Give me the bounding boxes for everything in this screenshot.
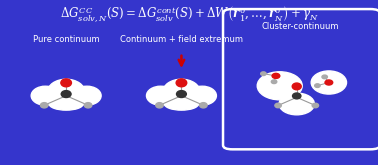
Ellipse shape [176, 79, 187, 87]
Ellipse shape [61, 91, 71, 98]
Text: Continuum + field extremum: Continuum + field extremum [120, 35, 243, 44]
Ellipse shape [257, 72, 302, 100]
Ellipse shape [188, 86, 216, 105]
Text: $\Delta G_{solv,N}^{CC}(S) = \Delta G_{solv}^{cont}(S) + \Delta W\left(\boldsymb: $\Delta G_{solv,N}^{CC}(S) = \Delta G_{s… [60, 5, 318, 24]
Ellipse shape [84, 103, 92, 108]
Ellipse shape [146, 86, 175, 105]
Ellipse shape [49, 98, 83, 110]
Ellipse shape [156, 103, 163, 108]
Ellipse shape [279, 93, 314, 115]
Text: Pure continuum: Pure continuum [33, 35, 99, 44]
Ellipse shape [293, 93, 301, 99]
Ellipse shape [261, 72, 266, 76]
Ellipse shape [312, 103, 319, 108]
Ellipse shape [311, 71, 347, 94]
Ellipse shape [272, 73, 280, 78]
Ellipse shape [163, 79, 200, 106]
Ellipse shape [47, 79, 85, 106]
Ellipse shape [177, 91, 186, 98]
Ellipse shape [271, 80, 277, 83]
Ellipse shape [200, 103, 207, 108]
Ellipse shape [164, 98, 198, 110]
Ellipse shape [73, 86, 101, 105]
Ellipse shape [275, 103, 281, 108]
Ellipse shape [31, 86, 59, 105]
Ellipse shape [325, 80, 333, 85]
Ellipse shape [322, 75, 327, 79]
Ellipse shape [292, 83, 301, 90]
Ellipse shape [314, 84, 320, 87]
Ellipse shape [61, 79, 71, 87]
Ellipse shape [40, 103, 48, 108]
FancyBboxPatch shape [223, 9, 378, 149]
Text: Cluster-continuum: Cluster-continuum [262, 22, 339, 31]
